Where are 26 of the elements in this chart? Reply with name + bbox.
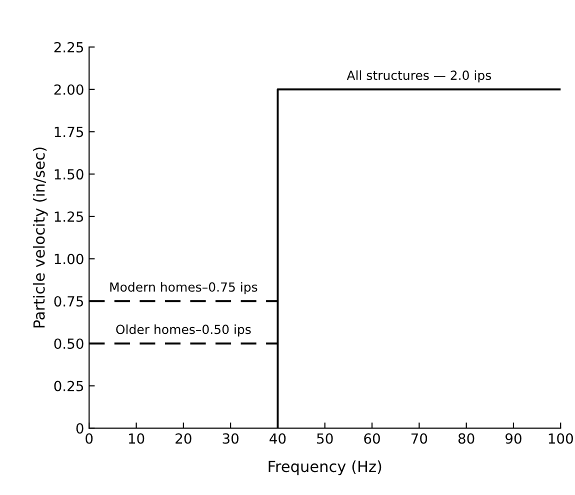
- y-tick-label: 0: [76, 423, 84, 434]
- y-tick-label: 0.75: [54, 296, 84, 307]
- series-label: Older homes–0.50 ips: [116, 324, 251, 337]
- x-tick-label: 50: [317, 433, 333, 444]
- x-tick-label: 0: [86, 433, 93, 444]
- y-tick-label: 0.25: [54, 380, 84, 392]
- series-label: Modern homes–0.75 ips: [110, 282, 258, 294]
- x-tick-label: 30: [222, 433, 238, 444]
- x-tick-label: 10: [128, 433, 144, 444]
- x-tick-label: 80: [458, 433, 474, 444]
- x-tick-label: 90: [506, 433, 522, 444]
- y-axis-title: Particle velocity (in/sec): [33, 148, 48, 328]
- y-tick-label: 0.50: [54, 338, 84, 349]
- x-tick-label: 100: [548, 433, 573, 444]
- x-tick-label: 70: [411, 433, 428, 444]
- y-tick-label: 1.50: [54, 169, 84, 180]
- x-tick-label: 20: [176, 433, 192, 444]
- y-tick-label: 2.00: [54, 84, 84, 95]
- x-tick-label: 60: [364, 433, 380, 444]
- y-tick-label: 1.00: [54, 254, 84, 264]
- x-axis-title: Frequency (Hz): [268, 460, 382, 476]
- y-tick-label: 1.25: [54, 211, 84, 222]
- series-label: All structures — 2.0 ips: [346, 70, 492, 82]
- x-tick-label: 40: [270, 433, 286, 444]
- y-tick-label: 1.75: [54, 126, 84, 138]
- y-tick-label: 2.25: [54, 42, 84, 52]
